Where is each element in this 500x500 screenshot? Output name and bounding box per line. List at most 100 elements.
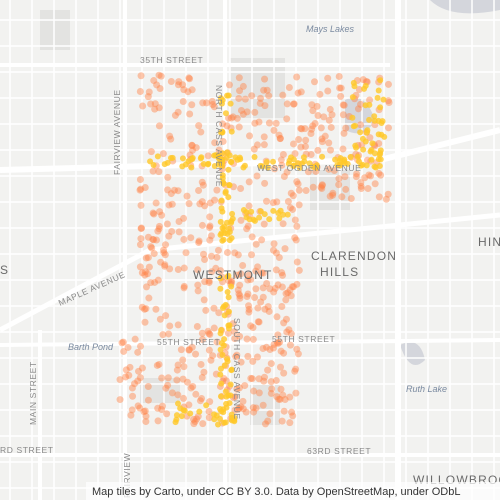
place-label: HIN	[478, 235, 500, 249]
density-dot	[281, 396, 289, 404]
density-dot	[329, 191, 337, 199]
density-dot	[207, 232, 215, 240]
density-dot	[267, 389, 275, 397]
density-dot	[173, 416, 180, 423]
density-dot	[276, 134, 284, 142]
density-dot	[292, 389, 300, 397]
density-dot	[229, 113, 237, 121]
density-dot	[368, 147, 375, 154]
density-dot	[321, 132, 329, 140]
density-dot	[191, 418, 199, 426]
density-dot	[151, 100, 159, 108]
density-dot	[180, 284, 188, 292]
density-dot	[139, 102, 147, 110]
density-dot	[256, 99, 264, 107]
density-dot	[142, 254, 150, 262]
density-dot	[252, 240, 260, 248]
density-dot	[356, 158, 363, 165]
density-dot	[362, 82, 369, 89]
density-dot	[219, 128, 226, 135]
density-dot	[225, 114, 233, 122]
density-dot	[337, 84, 345, 92]
density-dot	[290, 283, 298, 291]
density-dot	[248, 208, 255, 215]
density-dot	[298, 125, 306, 133]
density-dot	[377, 77, 384, 84]
density-dot	[219, 172, 226, 179]
density-dot	[180, 214, 188, 222]
density-dot	[255, 118, 263, 126]
density-dot	[177, 346, 185, 354]
density-dot	[211, 416, 218, 423]
density-dot	[279, 220, 287, 228]
density-dot	[371, 163, 378, 170]
density-dot	[289, 192, 297, 200]
density-dot	[173, 366, 181, 374]
density-dot	[259, 293, 267, 301]
density-dot	[218, 197, 225, 204]
density-dot	[128, 384, 136, 392]
density-dot	[149, 167, 157, 175]
density-dot	[128, 406, 136, 414]
density-dot	[236, 281, 244, 289]
density-dot	[384, 190, 392, 198]
density-dot	[149, 209, 157, 217]
density-dot	[335, 181, 343, 189]
density-dot	[270, 288, 278, 296]
density-dot	[284, 211, 291, 218]
density-dot	[318, 135, 326, 143]
density-dot	[299, 160, 306, 167]
density-dot	[228, 128, 235, 135]
density-dot	[243, 225, 251, 233]
density-dot	[127, 411, 135, 419]
density-dot	[371, 117, 378, 124]
density-dot	[218, 340, 225, 347]
density-dot	[353, 170, 361, 178]
density-dot	[137, 72, 145, 80]
density-dot	[211, 163, 218, 170]
density-dot	[347, 195, 355, 203]
density-dot	[255, 375, 263, 383]
density-dot	[287, 189, 295, 197]
density-dot	[320, 113, 328, 121]
density-dot	[255, 389, 263, 397]
density-dot	[317, 183, 325, 191]
density-dot	[270, 240, 278, 248]
density-dot	[256, 214, 263, 221]
density-dot	[266, 346, 274, 354]
density-dot	[308, 125, 316, 133]
density-dot	[253, 141, 261, 149]
density-dot	[271, 284, 279, 292]
density-dot	[203, 402, 210, 409]
density-dot	[142, 412, 150, 420]
density-dot	[313, 164, 320, 171]
density-dot	[339, 111, 347, 119]
density-dot	[258, 236, 266, 244]
density-dot	[248, 251, 256, 259]
density-dot	[338, 193, 346, 201]
density-dot	[286, 419, 294, 427]
density-dot	[301, 143, 309, 151]
density-dot	[187, 384, 195, 392]
density-dot	[277, 347, 285, 355]
density-dot	[223, 122, 231, 130]
density-dot	[292, 365, 300, 373]
density-dot	[180, 264, 188, 272]
density-dot	[293, 222, 301, 230]
density-dot	[141, 318, 149, 326]
density-dot	[188, 101, 196, 109]
density-dot	[267, 378, 275, 386]
density-dot	[288, 408, 296, 416]
density-dot	[314, 146, 322, 154]
density-dot	[180, 282, 188, 290]
density-dot	[251, 294, 259, 302]
density-dot	[120, 347, 128, 355]
density-dot	[213, 186, 221, 194]
street-label: WEST OGDEN AVENUE	[257, 163, 361, 173]
density-dot	[276, 395, 284, 403]
density-dot	[236, 294, 244, 302]
density-dot	[231, 393, 239, 401]
density-dot	[366, 134, 374, 142]
density-dot	[376, 162, 383, 169]
density-dot	[385, 99, 393, 107]
